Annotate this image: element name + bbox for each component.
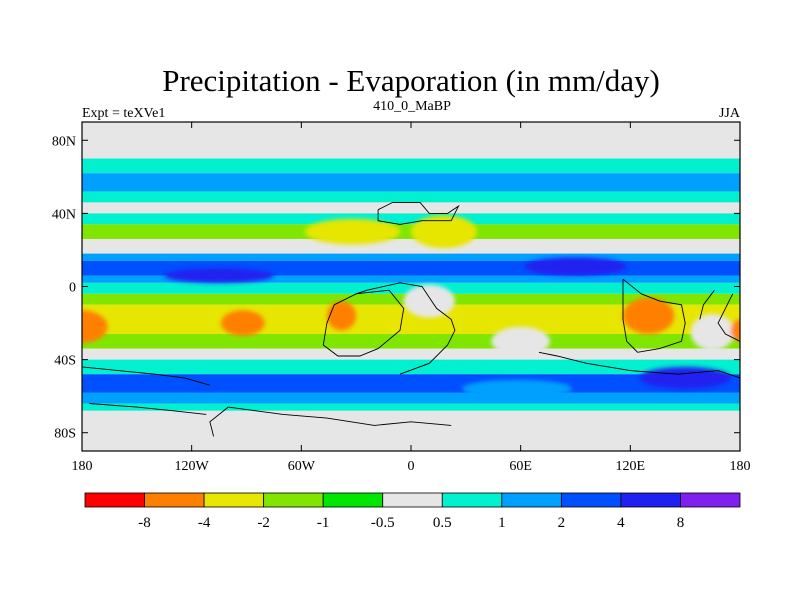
coastline-8	[89, 403, 207, 415]
zonal-band-19	[82, 403, 740, 411]
experiment-label: Expt = teXVe1	[82, 106, 165, 121]
zonal-band-17	[82, 374, 740, 393]
colorbar-label-6: 1	[498, 515, 506, 531]
colorbar-label-4: -0.5	[371, 515, 395, 531]
precipitation-bands	[82, 122, 740, 451]
field-patch-7	[491, 326, 550, 356]
precipitation-patches	[82, 215, 740, 398]
x-tick-label-5: 120E	[616, 459, 646, 474]
field-patch-13	[462, 379, 572, 398]
colorbar-swatch-7	[501, 492, 562, 508]
chart-title: Precipitation - Evaporation (in mm/day)	[162, 63, 660, 98]
colorbar-label-2: -2	[257, 515, 270, 531]
colorbar-swatch-8	[560, 492, 622, 508]
zonal-band-7	[82, 238, 740, 254]
field-patch-6	[411, 215, 477, 249]
y-axis: 80N 40N 0 40S 80S	[52, 134, 740, 442]
field-patch-2	[220, 310, 265, 336]
coastlines	[82, 201, 740, 437]
x-tick-label-0: 180	[72, 459, 93, 474]
y-tick-label-2: 0	[69, 281, 76, 296]
field-patch-10	[690, 313, 735, 351]
field-patch-11	[730, 319, 740, 342]
colorbar-swatch-9	[620, 492, 681, 508]
coastline-0	[377, 201, 460, 225]
colorbar-label-9: 8	[677, 515, 685, 531]
zonal-band-0	[82, 122, 740, 159]
field-patch-1	[164, 268, 274, 283]
colorbar-label-0: -8	[138, 515, 151, 531]
coastline-6	[228, 406, 452, 426]
zonal-band-1	[82, 158, 740, 174]
coastline-2	[356, 282, 456, 375]
zonal-band-5	[82, 213, 740, 225]
colorbar-swatch-10	[680, 492, 741, 508]
colorbar-swatch-5	[382, 492, 443, 508]
x-axis: 180 120W 60W 0 60E 120E 180	[72, 122, 751, 474]
coastline-5	[82, 366, 211, 386]
colorbar-label-5: 0.5	[433, 515, 452, 531]
x-tick-label-4: 60E	[509, 459, 532, 474]
x-tick-label-2: 60W	[288, 459, 316, 474]
zonal-band-2	[82, 173, 740, 192]
x-tick-label-1: 120W	[175, 459, 210, 474]
coastline-3	[622, 278, 686, 353]
coastline-7	[209, 406, 229, 437]
zonal-band-18	[82, 392, 740, 404]
colorbar-swatch-3	[263, 492, 324, 508]
zonal-band-8	[82, 253, 740, 261]
season-label: JJA	[719, 106, 741, 121]
coastline-4	[538, 351, 740, 379]
field-patch-3	[326, 301, 357, 331]
field-patch-5	[403, 284, 455, 318]
zonal-band-11	[82, 282, 740, 294]
colorbar-label-8: 4	[617, 515, 625, 531]
y-tick-label-3: 40S	[54, 354, 76, 369]
coastline-1	[322, 289, 405, 357]
colorbar-label-3: -1	[317, 515, 330, 531]
zonal-band-4	[82, 202, 740, 214]
coastline-10	[699, 289, 715, 320]
y-tick-label-4: 80S	[54, 427, 76, 442]
zonal-band-15	[82, 348, 740, 360]
field-patch-8	[524, 257, 627, 276]
y-tick-label-1: 40N	[52, 207, 76, 222]
colorbar: -8 -4 -2 -1 -0.5 0.5 1 2 4 8	[84, 492, 741, 531]
colorbar-swatch-0	[84, 492, 145, 508]
x-tick-label-6: 180	[730, 459, 751, 474]
zonal-band-16	[82, 359, 740, 375]
colorbar-swatch-4	[322, 492, 384, 508]
x-tick-label-3: 0	[408, 459, 415, 474]
field-patch-0	[82, 310, 108, 344]
time-label: 410_0_MaBP	[373, 99, 451, 114]
map-plot-area	[82, 122, 740, 451]
colorbar-swatch-6	[441, 492, 503, 508]
field-patch-4	[304, 218, 401, 245]
zonal-band-20	[82, 410, 740, 451]
colorbar-swatch-2	[203, 492, 265, 508]
colorbar-label-7: 2	[558, 515, 566, 531]
zonal-band-10	[82, 275, 740, 283]
field-patch-12	[639, 366, 731, 389]
zonal-band-3	[82, 191, 740, 203]
zonal-band-14	[82, 334, 740, 349]
field-patch-9	[623, 297, 675, 335]
coastline-9	[717, 293, 740, 342]
colorbar-swatch-1	[144, 492, 205, 508]
y-tick-label-0: 80N	[52, 134, 76, 149]
colorbar-label-1: -4	[198, 515, 211, 531]
